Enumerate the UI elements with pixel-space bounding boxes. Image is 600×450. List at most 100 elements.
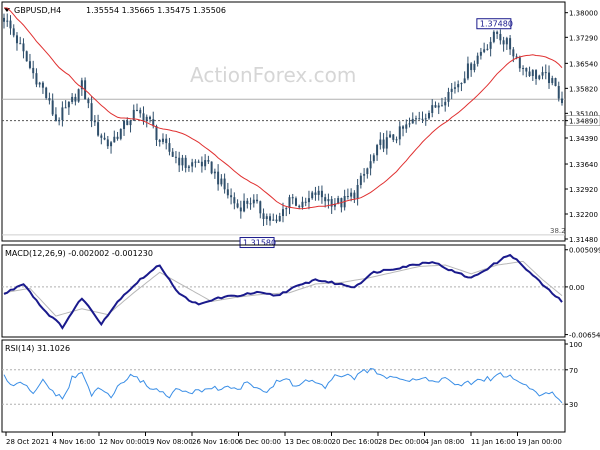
candle-body xyxy=(376,145,379,156)
price-tick-label: 1.37290 xyxy=(569,34,598,42)
candle-body xyxy=(463,78,466,84)
macd-tick-label: -0.006543 xyxy=(569,332,600,340)
time-axis: 28 Oct 2021 4 Nov 16:00 12 Nov 00:00 19 Nov… xyxy=(5,432,562,446)
candle-body xyxy=(269,216,272,221)
candle-body xyxy=(87,99,90,104)
price-tick-label: 1.34890 xyxy=(569,118,598,126)
candle-body xyxy=(278,216,281,222)
candle-body xyxy=(392,134,395,140)
low-label-text: 1.31580 xyxy=(243,239,276,248)
candle-body xyxy=(353,192,356,199)
candle-body xyxy=(148,116,151,120)
candle-body xyxy=(333,203,336,207)
candle-body xyxy=(223,178,226,190)
price-tick-label: 1.32200 xyxy=(569,211,598,219)
candle-body xyxy=(434,105,437,108)
macd-y-axis: 0.005099 0.00 -0.006543 xyxy=(565,247,600,340)
candle-body xyxy=(369,161,372,169)
candle-body xyxy=(486,48,489,50)
candle-body xyxy=(389,134,392,138)
candle-body xyxy=(119,129,122,139)
macd-panel: MACD(12,26,9) -0.002002 -0.001230 0.0050… xyxy=(1,244,600,340)
candle-body xyxy=(372,155,375,162)
rsi-tick-label: 100 xyxy=(569,341,582,349)
price-panel: ActionForex.com GBPUSD,H4 1.35554 1.3566… xyxy=(1,1,600,249)
candle-body xyxy=(145,116,148,122)
candle-body xyxy=(45,87,48,99)
moving-average-line xyxy=(3,7,563,210)
candle-body xyxy=(249,203,252,205)
candle-body xyxy=(366,168,369,175)
candle-body xyxy=(398,126,401,140)
candle-body xyxy=(314,192,317,195)
candle-body xyxy=(285,208,288,210)
candle-body xyxy=(197,161,200,163)
time-tick-label: 11 Jan 16:00 xyxy=(471,438,515,446)
candle-body xyxy=(90,103,93,122)
candle-body xyxy=(424,118,427,120)
candle-body xyxy=(48,98,51,101)
candle-body xyxy=(515,56,518,58)
candle-body xyxy=(32,67,35,74)
candle-body xyxy=(346,196,349,198)
candle-body xyxy=(64,107,67,109)
candle-body xyxy=(298,205,301,208)
macd-tick-label: 0.00 xyxy=(569,284,585,292)
candle-body xyxy=(12,28,15,36)
low-label: 1.31580 xyxy=(239,237,276,249)
candle-body xyxy=(437,105,440,108)
candle-body xyxy=(259,201,262,214)
candle-body xyxy=(97,122,100,136)
candle-body xyxy=(415,118,418,120)
price-tick-label: 1.36540 xyxy=(569,60,598,68)
candle-body xyxy=(217,171,220,185)
chart-symbol: GBPUSD,H4 xyxy=(14,6,61,15)
candle-body xyxy=(35,73,38,85)
candle-body xyxy=(243,200,246,212)
candle-body xyxy=(499,33,502,41)
candle-body xyxy=(236,203,239,208)
time-tick-label: 4 Jan 08:00 xyxy=(425,438,465,446)
candle-body xyxy=(252,199,255,204)
time-tick-label: 20 Dec 16:00 xyxy=(332,438,379,446)
candle-body xyxy=(447,91,450,102)
candle-body xyxy=(411,118,414,124)
candle-body xyxy=(453,87,456,89)
candle-body xyxy=(226,189,229,196)
high-label-box xyxy=(476,18,512,30)
candle-body xyxy=(427,113,430,119)
candle-body xyxy=(129,120,132,126)
candle-body xyxy=(476,55,479,64)
candle-body xyxy=(324,197,327,202)
candle-body xyxy=(110,142,113,147)
candle-body xyxy=(220,178,223,185)
candle-body xyxy=(317,190,320,195)
chart-ohlc: 1.35554 1.35665 1.35475 1.35506 xyxy=(86,6,226,15)
candle-body xyxy=(460,83,463,85)
candle-body xyxy=(444,101,447,106)
candle-body xyxy=(77,89,80,102)
rsi-levels xyxy=(2,369,565,405)
candle-body xyxy=(288,197,291,209)
time-tick-label: 26 Nov 16:00 xyxy=(192,438,239,446)
price-gridlines xyxy=(2,98,565,236)
candle-body xyxy=(165,138,168,144)
candle-body xyxy=(395,139,398,141)
candle-body xyxy=(294,198,297,206)
candle-body xyxy=(210,161,213,174)
candle-body xyxy=(479,51,482,56)
candle-body xyxy=(3,17,5,22)
candle-body xyxy=(356,184,359,199)
rsi-y-axis: 100 70 30 xyxy=(565,341,582,409)
low-label-box xyxy=(239,237,275,249)
candle-body xyxy=(142,113,145,122)
candle-body xyxy=(67,101,70,108)
price-tick-label: 1.34390 xyxy=(569,135,598,143)
candle-body xyxy=(187,166,190,168)
candle-body xyxy=(535,70,538,79)
candle-body xyxy=(132,109,135,121)
candle-body xyxy=(509,38,512,50)
candle-body xyxy=(256,199,259,202)
candle-body xyxy=(71,96,74,102)
